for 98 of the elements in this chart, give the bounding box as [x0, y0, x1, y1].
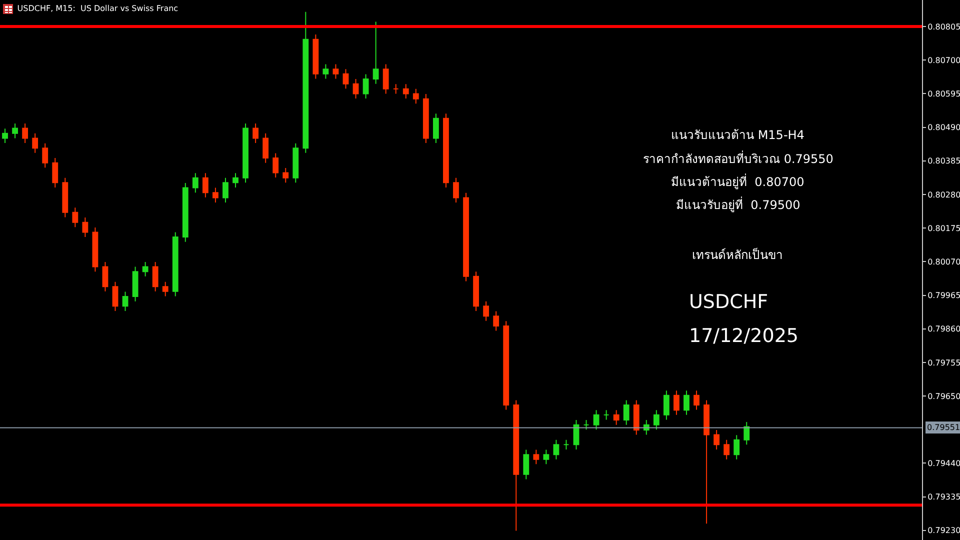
- candlestick: [543, 449, 550, 465]
- y-tick-label: 0.80805: [928, 22, 960, 32]
- candlestick: [613, 410, 620, 426]
- candlestick: [372, 21, 379, 84]
- candlestick: [583, 420, 590, 430]
- candlestick: [2, 128, 8, 144]
- candlestick: [182, 182, 188, 242]
- candlestick: [453, 177, 459, 203]
- candlestick: [42, 142, 48, 168]
- candlestick: [603, 410, 610, 420]
- candlestick: [432, 113, 439, 144]
- candlestick: [653, 410, 660, 430]
- candlestick: [573, 420, 580, 450]
- candlestick: [362, 74, 369, 100]
- candlestick: [222, 177, 228, 203]
- candlestick: [122, 291, 128, 312]
- candlestick: [252, 122, 259, 144]
- annotation: USDCHF: [689, 291, 768, 313]
- y-tick-label: 0.80700: [928, 56, 960, 65]
- candlestick: [112, 281, 118, 312]
- candlestick: [704, 400, 710, 524]
- candlestick: [694, 390, 700, 410]
- candlestick: [463, 192, 469, 282]
- candlestick: [292, 142, 299, 184]
- candlestick: [422, 94, 429, 144]
- y-tick-label: 0.80490: [928, 123, 960, 132]
- candlestick: [663, 390, 670, 420]
- y-tick-label: 0.79965: [928, 291, 960, 300]
- candlestick: [22, 122, 28, 144]
- candlestick: [12, 122, 18, 139]
- y-tick-label: 0.80595: [928, 90, 960, 99]
- candlestick: [192, 172, 198, 194]
- annotation: ราคากำลังทดสอบที่บริเวณ 0.79550: [643, 150, 834, 166]
- candlestick: [734, 434, 740, 460]
- candlestick: [724, 439, 730, 460]
- y-tick-label: 0.80280: [928, 190, 960, 200]
- candlestick: [332, 64, 339, 80]
- annotation: มีแนวต้านอยู่ที่ 0.80700: [671, 173, 804, 190]
- candlestick: [392, 84, 399, 94]
- text: USDCHF, M15: US Dollar vs Swiss Franc: [17, 4, 178, 13]
- candlestick: [473, 271, 479, 312]
- candlestick: [503, 320, 510, 410]
- candlestick: [172, 232, 178, 297]
- candlestick: [412, 88, 419, 104]
- candlestick: [82, 217, 88, 238]
- candlestick: [674, 390, 680, 416]
- candlestick: [322, 64, 329, 80]
- candlestick: [513, 400, 520, 532]
- candlestick: [563, 439, 570, 450]
- candlestick: [72, 207, 78, 228]
- y-tick-label: 0.80070: [928, 257, 960, 266]
- candlestick: [633, 400, 640, 436]
- candlestick: [152, 262, 158, 292]
- y-tick-label: 0.79335: [928, 492, 960, 502]
- candlestick: [593, 410, 600, 430]
- candlestick: [312, 34, 319, 80]
- annotation: 17/12/2025: [689, 325, 799, 347]
- candlestick: [382, 64, 389, 94]
- candlestick: [623, 400, 630, 426]
- y-tick-label: 0.80175: [928, 224, 960, 233]
- annotation: เทรนด์หลักเป็นขา: [692, 247, 783, 262]
- candlestick: [262, 132, 269, 164]
- candlestick: [132, 266, 138, 302]
- candlestick: [202, 172, 208, 198]
- candlestick: [493, 310, 500, 332]
- y-tick-label: 0.79230: [928, 526, 960, 536]
- candlestick: [533, 449, 540, 465]
- y-tick-label: 0.80385: [928, 156, 960, 166]
- candlestick: [32, 132, 38, 154]
- y-tick-label: 0.79755: [928, 358, 960, 368]
- candlestick: [443, 113, 449, 188]
- candlestick: [352, 78, 359, 100]
- candlestick: [684, 390, 690, 416]
- y-tick-label: 0.79650: [928, 392, 960, 401]
- ref-line-label: 0.79551: [927, 423, 960, 432]
- candlestick: [142, 262, 148, 277]
- candlestick: [714, 429, 720, 450]
- candlestick: [162, 281, 168, 297]
- annotation: แนวรับแนวต้าน M15-H4: [671, 128, 804, 142]
- candlestick: [483, 300, 490, 322]
- candlestick: [282, 167, 289, 184]
- candlestick: [744, 421, 750, 446]
- candlestick: [342, 68, 349, 90]
- candlestick: [272, 152, 279, 178]
- candlestick: [212, 187, 218, 203]
- candlestick: [232, 172, 238, 188]
- candlestick: [52, 158, 58, 188]
- candlestick: [302, 11, 309, 154]
- candlestick: [92, 226, 98, 272]
- annotation: มีแนวรับอยู่ที่ 0.79500: [676, 196, 800, 213]
- candlestick: [553, 439, 560, 460]
- candlestick: [242, 122, 248, 184]
- candlestick: [62, 177, 68, 218]
- candlestick: [523, 449, 530, 480]
- y-tick-label: 0.79860: [928, 324, 960, 334]
- candlestick: [102, 262, 108, 292]
- y-tick-label: 0.79440: [928, 459, 960, 468]
- candlestick: [402, 84, 409, 100]
